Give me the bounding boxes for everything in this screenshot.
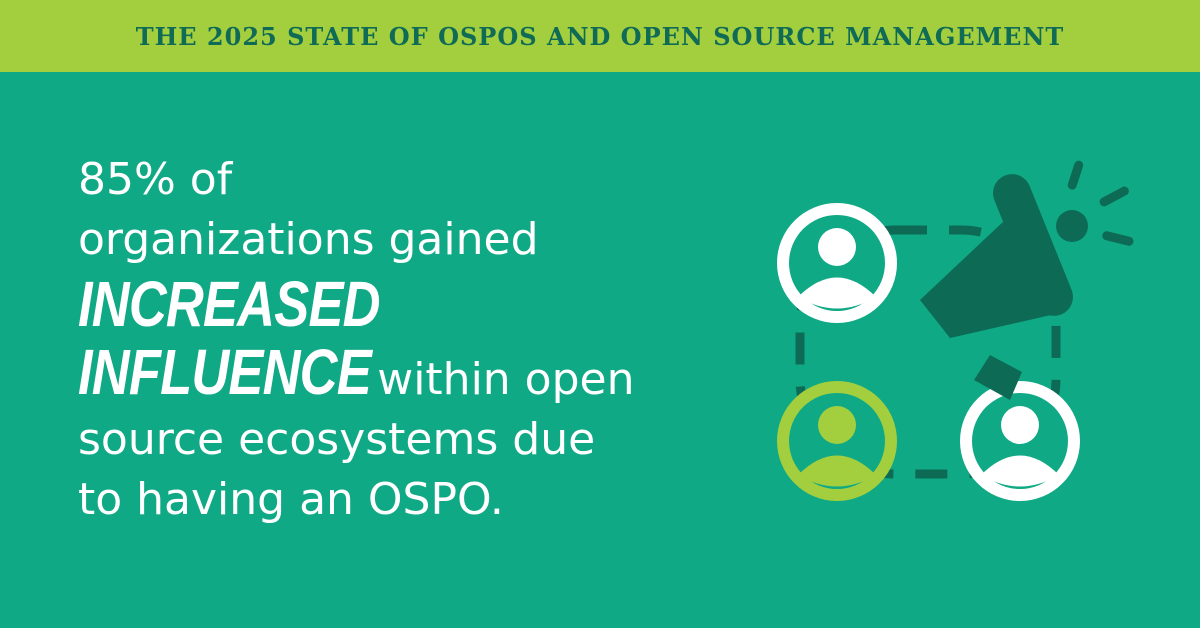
user-icon-right	[960, 381, 1080, 501]
stat-line-3: within open	[377, 354, 635, 405]
header-banner: THE 2025 STATE OF OSPOS AND OPEN SOURCE …	[0, 0, 1200, 72]
stat-row: INFLUENCE within open	[78, 338, 718, 410]
stat-line-4: source ecosystems due	[78, 414, 596, 465]
stat-emphasis-1: INCREASED	[78, 268, 381, 340]
stat-line-2: organizations gained	[78, 214, 539, 265]
community-illustration	[777, 160, 1134, 501]
user-icon-highlight	[777, 381, 897, 501]
banner-title: THE 2025 STATE OF OSPOS AND OPEN SOURCE …	[135, 21, 1065, 51]
user-icon-top	[777, 203, 897, 323]
statistic-text: 85% of organizations gained INCREASED IN…	[78, 150, 718, 530]
megaphone-icon	[920, 160, 1134, 400]
connection-ring-icon	[795, 225, 1061, 479]
stat-emphasis-2: INFLUENCE	[78, 336, 372, 408]
stat-line-1: 85% of	[78, 154, 233, 205]
stat-line-5: to having an OSPO.	[78, 474, 504, 525]
